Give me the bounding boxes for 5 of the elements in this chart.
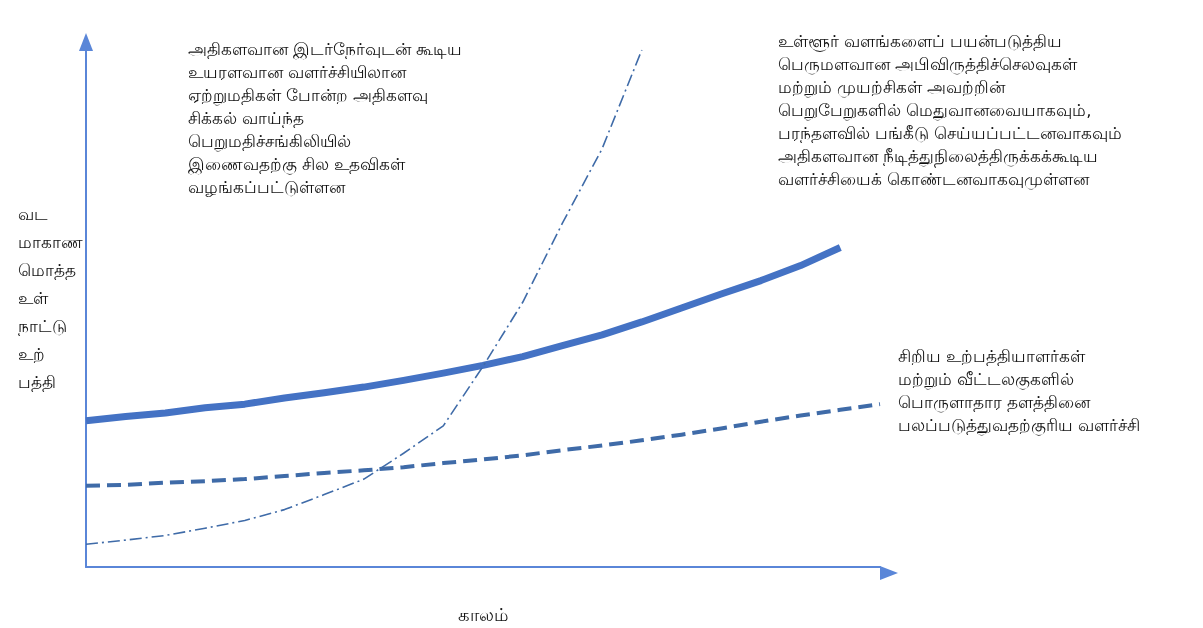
text: சிறிய உற்பத்தியாளர்கள் மற்றும் வீட்டலகுகளில் பொருளாதார தளத்தினை பலப்படுத்துவதற்குரிய வளர்ச்சி	[898, 347, 1141, 436]
annotation: அதிகளவான இடர்நேர்வுடன் கூடிய உயரளவான வளர்ச்சியிலான ஏற்றுமதிகள் போன்ற அதிகளவு சிக்கல் வாய்ந்த பெறுமதிச்சங்கிலியில் இணைவதற்கு சில உதவிகள் வழங்கப்பட்டுள்ளன	[188, 40, 463, 197]
y-axis-title: வட மாகாண மொத்த உள் நாட்டு உற் பத்தி	[18, 204, 83, 392]
x-axis-title: காலம்	[458, 603, 508, 625]
annotation: உள்ளூர் வளங்களைப் பயன்படுத்திய பெருமளவான அபிவிருத்திச்செலவுகள் மற்றும் முயற்சிகள் அவற்றின் பெறுபேறுகளில் மெதுவானவையாகவும், பரந்தளவில் பங்கீடு செய்யப்பட்டனவாகவும் அதிகளவான நீடித்துநிலைத்திருக்கக்கூடிய வளர்ச்சியைக் கொண்டனவாகவுமுள்ளன	[778, 32, 1123, 190]
